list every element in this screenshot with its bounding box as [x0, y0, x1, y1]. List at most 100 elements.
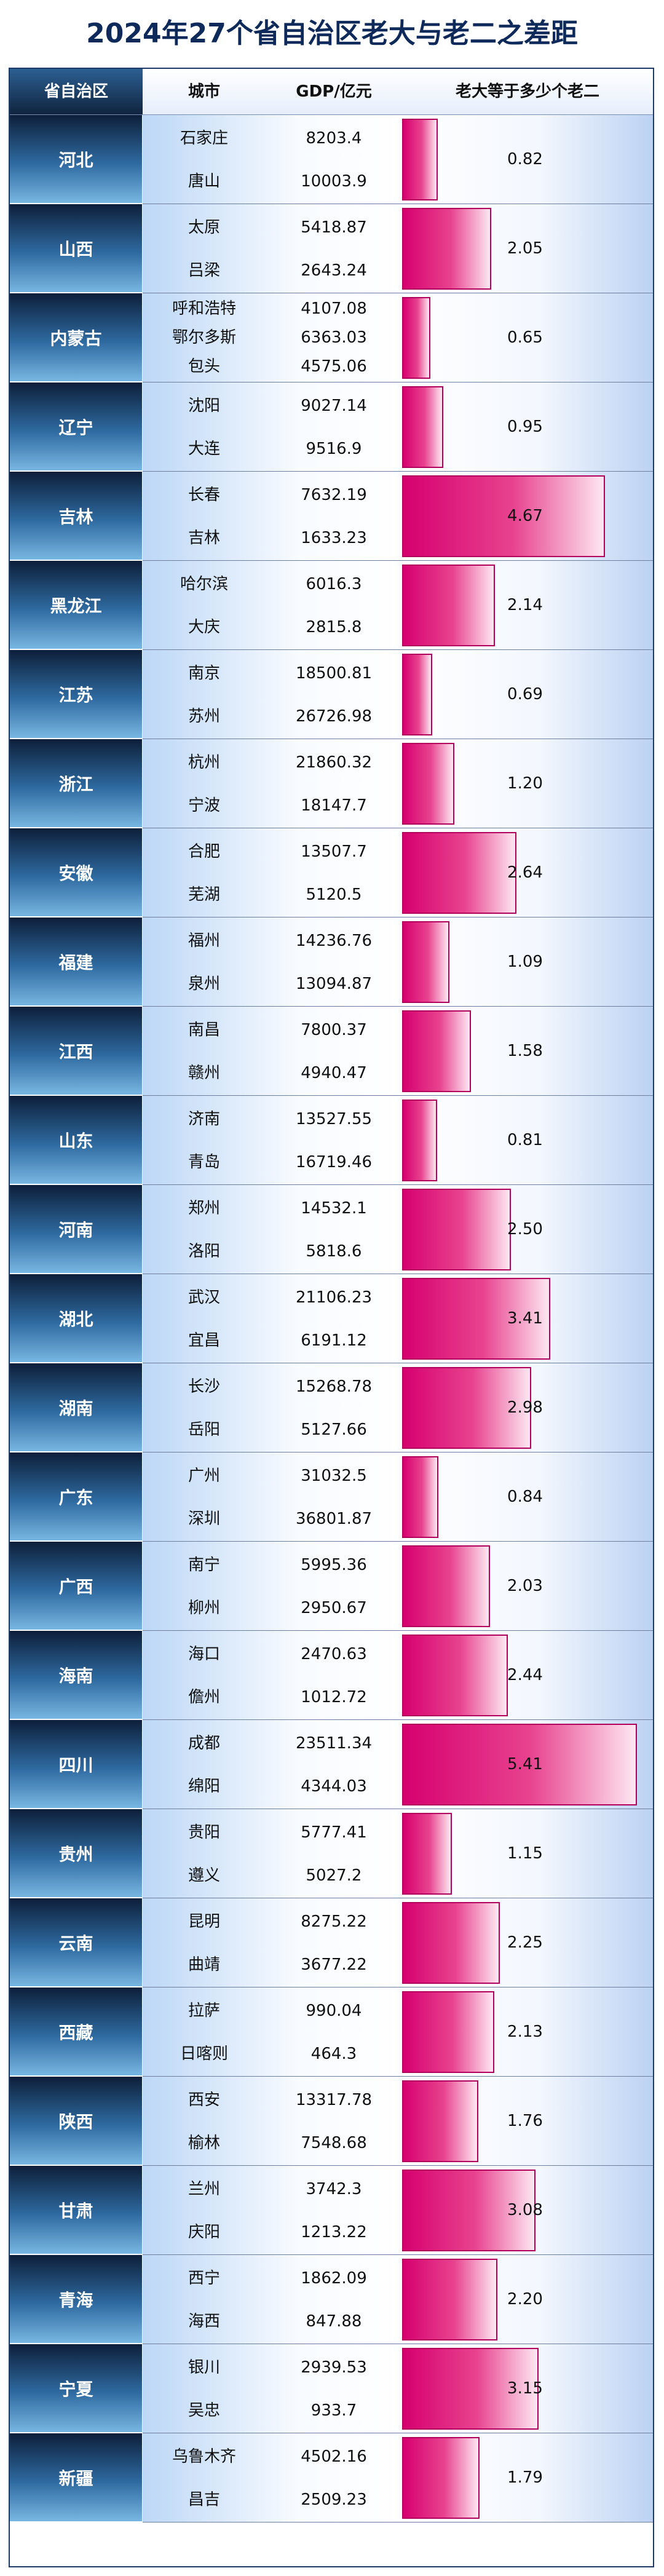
ratio-bar [402, 1010, 471, 1092]
city-cells: 银川 2939.53 吴忠 933.7 [143, 2344, 402, 2433]
city-gdp: 16719.46 [295, 1153, 373, 1171]
ratio-value: 1.79 [507, 2468, 543, 2487]
city-name: 岳阳 [188, 1421, 220, 1439]
province-label: 山西 [10, 204, 143, 293]
province-label: 安徽 [10, 828, 143, 917]
ratio-bar [402, 2170, 536, 2251]
chart-title: 2024年27个省自治区老大与老二之差距 [86, 18, 578, 49]
city-gdp: 847.88 [306, 2312, 362, 2331]
header-ratio: 老大等于多少个老二 [402, 69, 653, 115]
table-row: 海南 海口 2470.63 儋州 1012.72 2.44 [10, 1631, 653, 1720]
ratio-cell: 2.03 [402, 1542, 653, 1631]
city-name: 南京 [188, 664, 220, 683]
city-cells: 沈阳 9027.14 大连 9516.9 [143, 382, 402, 472]
ratio-cell: 0.69 [402, 650, 653, 739]
table-row: 西藏 拉萨 990.04 日喀则 464.3 2.13 [10, 1987, 653, 2077]
city-cells: 长沙 15268.78 岳阳 5127.66 [143, 1363, 402, 1452]
province-label: 黑龙江 [10, 561, 143, 650]
city-gdp: 1633.23 [301, 529, 367, 547]
province-label: 广西 [10, 1542, 143, 1631]
city-cells: 拉萨 990.04 日喀则 464.3 [143, 1987, 402, 2077]
ratio-value: 2.98 [507, 1398, 543, 1417]
ratio-cell: 1.79 [402, 2433, 653, 2522]
city-name: 昆明 [188, 1912, 220, 1931]
table-row: 山东 济南 13527.55 青岛 16719.46 0.81 [10, 1096, 653, 1185]
ratio-value: 0.95 [507, 418, 543, 436]
ratio-value: 2.13 [507, 2023, 543, 2041]
city-cells: 武汉 21106.23 宜昌 6191.12 [143, 1274, 402, 1363]
city-name: 沈阳 [188, 397, 220, 415]
city-gdp: 13317.78 [295, 2091, 373, 2109]
city-name: 庆阳 [188, 2223, 220, 2241]
table-row: 广东 广州 31032.5 深圳 36801.87 0.84 [10, 1452, 653, 1542]
city-cells: 成都 23511.34 绵阳 4344.03 [143, 1720, 402, 1809]
city-cells: 南京 18500.81 苏州 26726.98 [143, 650, 402, 739]
ratio-value: 2.50 [507, 1220, 543, 1238]
city-name: 海口 [188, 1645, 220, 1663]
table-row: 湖北 武汉 21106.23 宜昌 6191.12 3.41 [10, 1274, 653, 1363]
province-label: 云南 [10, 1898, 143, 1987]
ratio-value: 2.25 [507, 1933, 543, 1952]
city-gdp: 14236.76 [295, 932, 373, 950]
province-label: 山东 [10, 1096, 143, 1185]
city-name: 柳州 [188, 1599, 220, 1617]
province-label: 河南 [10, 1185, 143, 1274]
ratio-cell: 2.25 [402, 1898, 653, 1987]
city-cells: 呼和浩特 4107.08 鄂尔多斯 6363.03 包头 4575.06 [143, 293, 402, 382]
city-gdp: 36801.87 [295, 1510, 373, 1528]
province-label: 河北 [10, 115, 143, 204]
city-gdp: 9027.14 [301, 397, 367, 415]
city-name: 泉州 [188, 975, 220, 993]
table-row: 河北 石家庄 8203.4 唐山 10003.9 0.82 [10, 115, 653, 204]
ratio-value: 0.65 [507, 328, 543, 347]
ratio-bar [402, 2259, 497, 2340]
city-gdp: 3677.22 [301, 1956, 367, 1974]
ratio-bar [402, 475, 605, 557]
ratio-bar [402, 386, 443, 468]
city-name: 包头 [188, 357, 220, 376]
city-name: 曲靖 [188, 1956, 220, 1974]
table-row: 青海 西宁 1862.09 海西 847.88 2.20 [10, 2255, 653, 2344]
table-row: 陕西 西安 13317.78 榆林 7548.68 1.76 [10, 2077, 653, 2166]
city-gdp: 5120.5 [306, 886, 362, 904]
city-gdp: 13527.55 [295, 1110, 373, 1128]
table-row: 辽宁 沈阳 9027.14 大连 9516.9 0.95 [10, 382, 653, 472]
ratio-bar [402, 1456, 438, 1538]
city-gdp: 5818.6 [306, 1242, 362, 1261]
city-name: 芜湖 [188, 886, 220, 904]
city-cells: 长春 7632.19 吉林 1633.23 [143, 472, 402, 561]
city-cells: 合肥 13507.7 芜湖 5120.5 [143, 828, 402, 917]
ratio-cell: 2.20 [402, 2255, 653, 2344]
ratio-value: 1.09 [507, 953, 543, 971]
city-gdp: 7632.19 [301, 486, 367, 504]
ratio-value: 3.08 [507, 2201, 543, 2219]
province-label: 宁夏 [10, 2344, 143, 2433]
city-name: 太原 [188, 218, 220, 237]
city-gdp: 5127.66 [301, 1421, 367, 1439]
ratio-cell: 2.64 [402, 828, 653, 917]
city-cells: 哈尔滨 6016.3 大庆 2815.8 [143, 561, 402, 650]
province-label: 湖北 [10, 1274, 143, 1363]
province-label: 广东 [10, 1452, 143, 1542]
city-name: 乌鲁木齐 [172, 2447, 236, 2466]
city-cells: 西宁 1862.09 海西 847.88 [143, 2255, 402, 2344]
ratio-cell: 2.44 [402, 1631, 653, 1720]
ratio-bar [402, 743, 454, 825]
ratio-bar [402, 297, 430, 379]
city-name: 拉萨 [188, 2002, 220, 2020]
ratio-value: 3.41 [507, 1309, 543, 1328]
ratio-cell: 2.50 [402, 1185, 653, 1274]
ratio-cell: 3.41 [402, 1274, 653, 1363]
city-cells: 贵阳 5777.41 遵义 5027.2 [143, 1809, 402, 1898]
city-name: 呼和浩特 [172, 299, 236, 318]
table-row: 江苏 南京 18500.81 苏州 26726.98 0.69 [10, 650, 653, 739]
ratio-bar [402, 1635, 508, 1716]
city-gdp: 5995.36 [301, 1556, 367, 1574]
table-row: 宁夏 银川 2939.53 吴忠 933.7 3.15 [10, 2344, 653, 2433]
ratio-cell: 2.14 [402, 561, 653, 650]
city-gdp: 5027.2 [306, 1866, 362, 1885]
ratio-cell: 0.81 [402, 1096, 653, 1185]
province-label: 青海 [10, 2255, 143, 2344]
ratio-value: 1.76 [507, 2112, 543, 2130]
city-cells: 西安 13317.78 榆林 7548.68 [143, 2077, 402, 2166]
